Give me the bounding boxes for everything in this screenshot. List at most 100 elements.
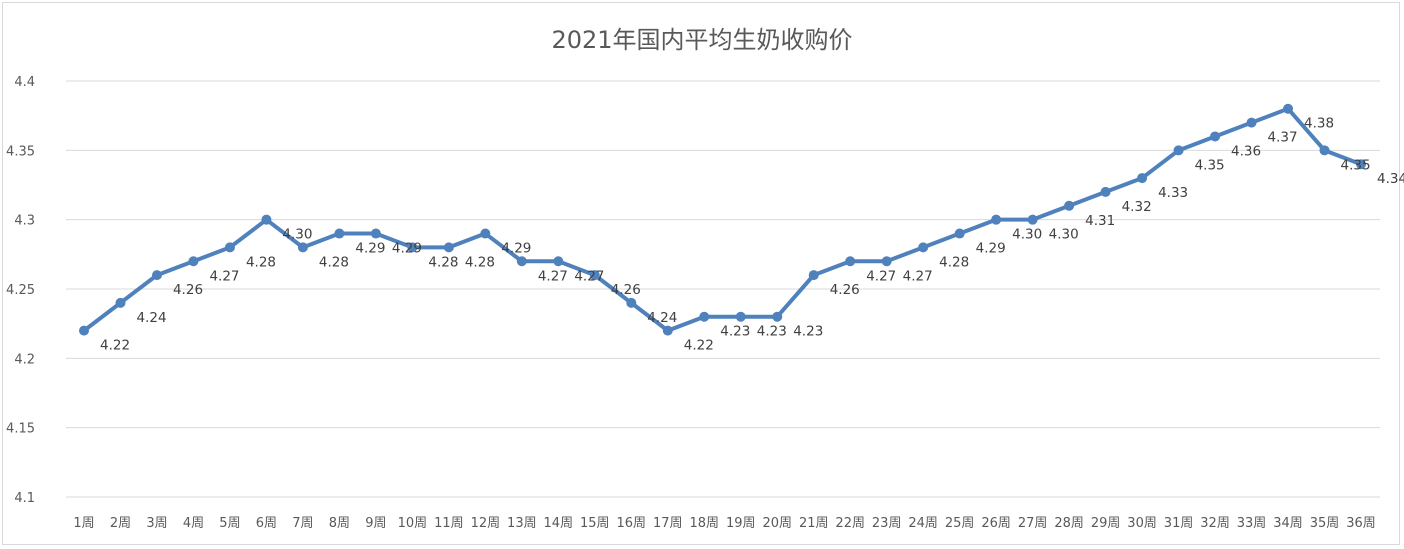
data-label: 4.30 [282, 227, 312, 243]
data-point [79, 325, 89, 336]
data-point [845, 256, 856, 267]
data-point [1173, 145, 1184, 156]
x-tick-label: 13周 [507, 516, 537, 531]
data-point [1027, 214, 1038, 225]
x-tick-label: 27周 [1018, 516, 1048, 531]
data-point [1100, 186, 1111, 197]
y-tick-label: 4.15 [6, 422, 35, 437]
data-label: 4.24 [136, 310, 166, 326]
x-tick-label: 17周 [653, 516, 683, 531]
data-label: 4.38 [1304, 116, 1334, 132]
x-tick-label: 5周 [219, 516, 240, 531]
x-tick-label: 36周 [1346, 516, 1376, 531]
data-label: 4.29 [392, 241, 422, 257]
x-tick-label: 23周 [872, 516, 902, 531]
data-point [1137, 173, 1148, 184]
data-label: 4.32 [1122, 199, 1152, 215]
x-tick-label: 12周 [471, 516, 501, 531]
data-label: 4.24 [647, 310, 677, 326]
data-point [443, 242, 454, 253]
y-tick-label: 4.1 [14, 491, 35, 506]
data-point [1210, 131, 1221, 142]
x-tick-label: 32周 [1200, 516, 1230, 531]
data-label: 4.27 [866, 268, 896, 284]
data-label: 4.28 [465, 254, 495, 270]
data-label: 4.26 [611, 282, 641, 298]
data-point [954, 228, 965, 239]
data-point [516, 256, 527, 267]
data-point [115, 297, 126, 308]
data-point [261, 214, 272, 225]
x-tick-label: 6周 [256, 516, 277, 531]
data-point [297, 242, 308, 253]
x-tick-label: 28周 [1054, 516, 1084, 531]
data-label: 4.29 [976, 241, 1006, 257]
data-point [1319, 145, 1330, 156]
data-label: 4.22 [100, 338, 130, 354]
data-label: 4.30 [1012, 227, 1042, 243]
data-point [772, 311, 783, 322]
data-label: 4.37 [1268, 130, 1298, 146]
data-point [808, 270, 819, 281]
x-tick-label: 9周 [365, 516, 386, 531]
data-point [1356, 159, 1366, 170]
data-point [626, 297, 637, 308]
data-label: 4.23 [757, 324, 787, 340]
data-point [553, 256, 564, 267]
data-label: 4.29 [501, 241, 531, 257]
x-tick-label: 22周 [835, 516, 865, 531]
x-tick-label: 10周 [398, 516, 428, 531]
x-tick-label: 2周 [110, 516, 131, 531]
data-point [151, 270, 162, 281]
gridlines [66, 80, 1380, 498]
data-label: 4.23 [793, 324, 823, 340]
x-tick-label: 1周 [73, 516, 94, 531]
data-label: 4.34 [1377, 171, 1404, 187]
data-point [370, 228, 381, 239]
data-label: 4.27 [538, 268, 568, 284]
x-tick-label: 14周 [544, 516, 574, 531]
x-tick-label: 8周 [329, 516, 350, 531]
data-labels: 4.22 4.24 4.26 4.27 4.28 4.30 4.28 4.29 4.29 4.28… [100, 116, 1404, 354]
x-tick-label: 34周 [1273, 516, 1303, 531]
x-tick-label: 11周 [434, 516, 464, 531]
data-label: 4.28 [319, 254, 349, 270]
x-axis-tick-labels: 1周 2周 3周 4周 5周 6周 7周 8周 9周 10周 11周 12周 13周 14周 15周 16周 1… [73, 516, 1375, 531]
data-label: 4.23 [720, 324, 750, 340]
x-tick-label: 3周 [146, 516, 167, 531]
x-tick-label: 7周 [292, 516, 313, 531]
data-label: 4.33 [1158, 185, 1188, 201]
data-point [188, 256, 199, 267]
x-tick-label: 31周 [1164, 516, 1194, 531]
x-tick-label: 25周 [945, 516, 975, 531]
data-label: 4.27 [574, 268, 604, 284]
data-label: 4.28 [246, 254, 276, 270]
data-label: 4.26 [830, 282, 860, 298]
x-tick-label: 33周 [1237, 516, 1267, 531]
data-label: 4.22 [684, 338, 714, 354]
x-tick-label: 26周 [981, 516, 1011, 531]
data-label: 4.29 [355, 241, 385, 257]
series-markers [79, 103, 1366, 336]
data-point [699, 311, 710, 322]
data-point [480, 228, 491, 239]
y-tick-label: 4.3 [14, 214, 35, 229]
y-tick-label: 4.2 [14, 352, 35, 367]
data-label: 4.26 [173, 282, 203, 298]
x-tick-label: 29周 [1091, 516, 1121, 531]
series-line-group [82, 106, 1363, 333]
data-point [224, 242, 235, 253]
data-label: 4.35 [1341, 157, 1371, 173]
data-label: 4.28 [939, 254, 969, 270]
x-tick-label: 30周 [1127, 516, 1157, 531]
data-point [589, 270, 600, 281]
x-tick-label: 21周 [799, 516, 829, 531]
data-point [881, 256, 892, 267]
x-tick-label: 16周 [617, 516, 647, 531]
data-point [735, 311, 746, 322]
data-point [334, 228, 345, 239]
data-point [662, 325, 673, 336]
data-label: 4.27 [903, 268, 933, 284]
